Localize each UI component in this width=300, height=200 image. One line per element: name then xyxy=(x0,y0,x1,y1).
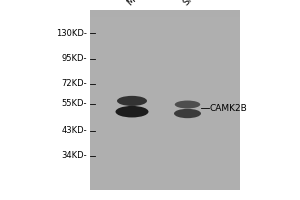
Text: 72KD-: 72KD- xyxy=(61,79,87,88)
Ellipse shape xyxy=(117,96,147,106)
Ellipse shape xyxy=(175,101,200,108)
Text: 43KD-: 43KD- xyxy=(61,126,87,135)
Text: CAMK2B: CAMK2B xyxy=(210,104,248,113)
Ellipse shape xyxy=(174,109,201,118)
Ellipse shape xyxy=(116,106,148,117)
Text: 55KD-: 55KD- xyxy=(61,99,87,108)
Text: Mouse brain: Mouse brain xyxy=(126,0,171,7)
Text: 130KD-: 130KD- xyxy=(56,29,87,38)
Text: SH-SY5Y: SH-SY5Y xyxy=(181,0,214,7)
Text: 95KD-: 95KD- xyxy=(61,54,87,63)
Text: 34KD-: 34KD- xyxy=(61,151,87,160)
